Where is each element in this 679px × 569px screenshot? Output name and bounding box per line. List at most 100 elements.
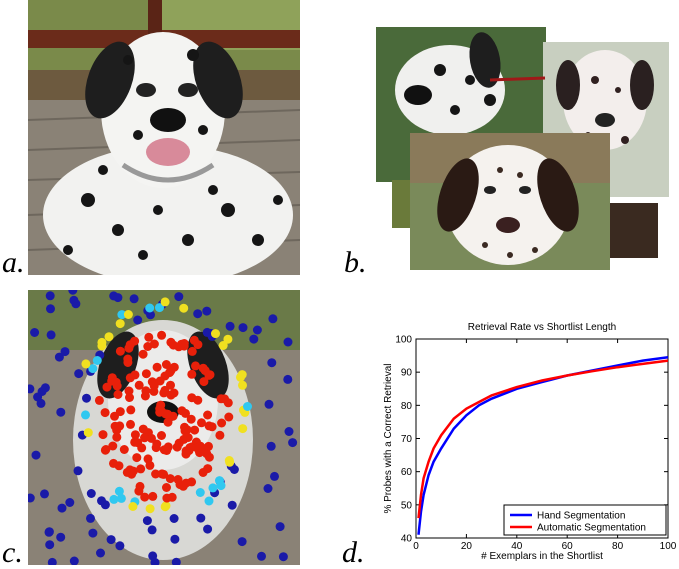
dalmatian-collage-b [376, 27, 669, 270]
x-tick-label: 100 [660, 541, 677, 552]
legend-label: Hand Segmentation [537, 511, 625, 522]
feature-dot [109, 494, 119, 504]
feature-dot [126, 419, 135, 429]
feature-dot [161, 360, 171, 369]
collage-photo-4 [608, 203, 658, 258]
feature-dot [31, 450, 41, 460]
feature-dot [180, 422, 189, 432]
feature-dot [157, 431, 166, 440]
feature-dot [170, 534, 180, 544]
y-tick-label: 100 [395, 335, 412, 346]
feature-dot [166, 390, 176, 400]
feature-dot [111, 377, 121, 387]
y-tick-label: 80 [401, 401, 413, 412]
feature-dot [123, 354, 133, 364]
feature-dot [211, 329, 220, 339]
feature-dot [113, 293, 123, 303]
feature-dot [186, 414, 196, 424]
feature-dot [193, 340, 203, 350]
feature-dot [130, 437, 140, 447]
feature-dot [125, 465, 135, 475]
feature-dot [147, 525, 157, 535]
feature-dot [145, 303, 155, 313]
feature-dot [284, 427, 294, 436]
feature-dot [190, 425, 200, 435]
feature-dot [28, 384, 35, 394]
feature-dot [130, 370, 140, 380]
feature-dot [119, 445, 129, 454]
feature-dot [166, 366, 176, 376]
feature-dot [46, 304, 55, 314]
feature-dot [104, 332, 114, 342]
feature-dot [115, 407, 125, 417]
feature-dot [179, 434, 189, 444]
feature-dot [155, 407, 165, 417]
feature-dot [47, 557, 57, 565]
feature-dot [218, 341, 228, 350]
dalmatian-feature-photo-c [28, 290, 300, 565]
feature-dot [266, 441, 276, 451]
feature-dot [83, 428, 93, 438]
feature-dot [268, 314, 278, 324]
feature-dot [94, 395, 104, 405]
feature-dot [110, 421, 120, 431]
feature-dot [237, 537, 247, 547]
feature-dot [160, 297, 170, 307]
feature-dot [140, 492, 150, 502]
feature-dot [125, 393, 134, 402]
feature-dot [157, 330, 167, 340]
feature-dot [198, 468, 208, 477]
feature-dot [203, 410, 213, 420]
feature-dot [150, 557, 160, 565]
feature-dot [163, 442, 173, 452]
feature-dot [283, 374, 293, 384]
feature-dot [134, 380, 144, 390]
feature-dot [147, 433, 156, 443]
x-tick-label: 60 [562, 541, 574, 552]
panel-b-label: b. [344, 246, 367, 279]
feature-dot [92, 356, 102, 365]
feature-dot [163, 417, 173, 427]
feature-dot [275, 522, 285, 532]
feature-dot [108, 441, 118, 451]
feature-dot [96, 548, 105, 558]
feature-dot [181, 478, 191, 488]
feature-dot [106, 535, 116, 545]
panel-c: c. [0, 288, 300, 568]
x-tick-label: 40 [511, 541, 523, 552]
feature-dot [204, 441, 213, 451]
feature-dot [109, 458, 118, 468]
feature-dot [207, 422, 217, 432]
retrieval-rate-chart: Retrieval Rate vs Shortlist Length 0 20 40 6… [383, 322, 677, 562]
feature-dot [215, 476, 224, 486]
feature-dot [68, 290, 78, 295]
feature-dot [69, 295, 79, 305]
feature-dot [238, 380, 247, 390]
feature-dot [113, 390, 123, 399]
feature-dot [223, 398, 233, 408]
feature-dot [129, 294, 139, 304]
feature-dot [112, 432, 122, 442]
panel-b: b. [340, 0, 679, 280]
feature-dot [141, 369, 151, 379]
feature-dot [225, 321, 235, 331]
feature-dot [208, 483, 218, 493]
feature-dot [46, 330, 56, 340]
feature-dot [86, 513, 95, 523]
y-tick-label: 60 [401, 467, 413, 478]
feature-dot [203, 524, 213, 534]
feature-dot [144, 332, 154, 342]
feature-dot [193, 395, 203, 405]
feature-dot [88, 364, 98, 374]
feature-dot [45, 291, 55, 301]
feature-dot [179, 303, 189, 313]
feature-dot [137, 443, 147, 453]
feature-dot [224, 412, 234, 422]
feature-dot [143, 454, 153, 464]
feature-dot [227, 500, 237, 510]
y-tick-label: 90 [401, 368, 413, 379]
feature-dot [169, 514, 179, 523]
feature-dot [195, 488, 205, 497]
feature-dot [98, 430, 108, 440]
feature-dot [28, 493, 35, 503]
